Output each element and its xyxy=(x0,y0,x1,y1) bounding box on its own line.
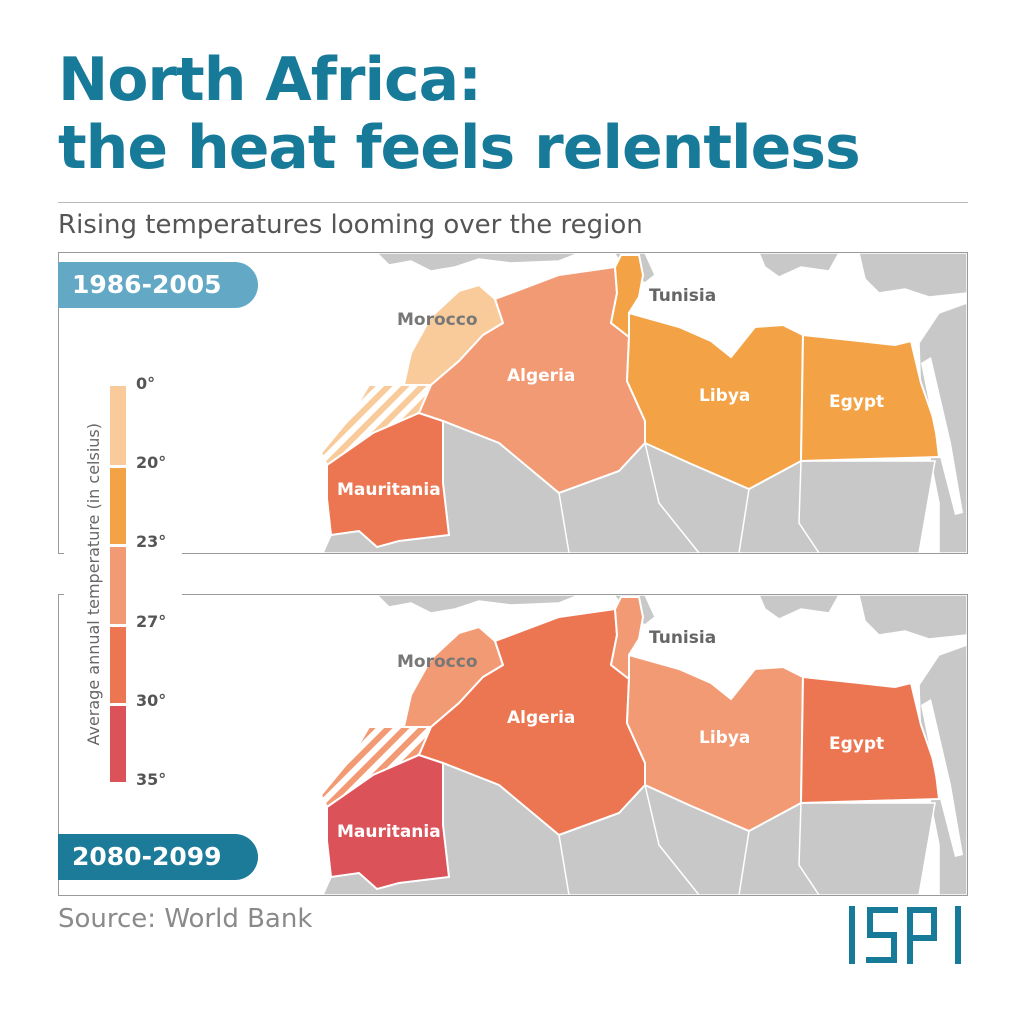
period-badge-2080-2099: 2080-2099 xyxy=(58,834,258,880)
red-sea xyxy=(921,357,963,515)
legend-tick-label: 0° xyxy=(136,374,156,393)
sahel-borders xyxy=(558,442,820,553)
label-mauritania: Mauritania xyxy=(337,822,441,842)
label-algeria: Algeria xyxy=(507,708,575,728)
map-1986-2005: Morocco Algeria Tunisia Libya Egypt Maur… xyxy=(58,252,968,554)
legend-tick-label: 30° xyxy=(136,690,167,710)
europe-land xyxy=(375,253,580,272)
tunisia-region xyxy=(609,254,645,340)
egypt-region xyxy=(799,333,941,463)
label-tunisia: Tunisia xyxy=(649,628,716,648)
turkey-land xyxy=(858,253,967,298)
tunisia-region xyxy=(609,596,645,682)
label-morocco: Morocco xyxy=(397,310,478,330)
europe-land xyxy=(375,595,580,614)
temperature-legend: Average annual temperature (in celsius) … xyxy=(64,356,182,790)
balkans-land xyxy=(758,595,840,620)
label-tunisia: Tunisia xyxy=(649,286,716,306)
label-egypt: Egypt xyxy=(829,734,884,754)
turkey-land xyxy=(858,595,967,640)
legend-tick-label: 20° xyxy=(136,453,167,473)
legend-tick-label: 27° xyxy=(136,611,167,631)
legend-segment xyxy=(110,626,126,703)
label-algeria: Algeria xyxy=(507,366,575,386)
legend-segment xyxy=(110,705,126,782)
label-egypt: Egypt xyxy=(829,392,884,412)
legend-tick-label: 23° xyxy=(136,532,167,552)
sahel-borders xyxy=(558,784,820,895)
label-libya: Libya xyxy=(699,386,750,406)
legend-axis-label: Average annual temperature (in celsius) xyxy=(83,422,103,746)
legend-segment xyxy=(110,547,126,624)
ispi-logo xyxy=(848,904,968,971)
title-divider xyxy=(58,202,968,203)
title-line-2: the heat feels relentless xyxy=(58,113,861,183)
page-title: North Africa: the heat feels relentless xyxy=(58,45,861,183)
title-line-1: North Africa: xyxy=(58,45,482,115)
red-sea xyxy=(921,699,963,857)
label-morocco: Morocco xyxy=(397,652,478,672)
source-note: Source: World Bank xyxy=(58,904,313,934)
period-badge-1986-2005: 1986-2005 xyxy=(58,262,258,308)
subtitle: Rising temperatures looming over the reg… xyxy=(58,210,643,240)
egypt-region xyxy=(799,675,941,805)
legend-segment xyxy=(110,468,126,545)
label-mauritania: Mauritania xyxy=(337,480,441,500)
legend-segment xyxy=(110,386,126,466)
balkans-land xyxy=(758,253,840,278)
label-libya: Libya xyxy=(699,728,750,748)
legend-color-bar xyxy=(110,386,126,782)
legend-tick-label: 35° xyxy=(136,770,167,789)
